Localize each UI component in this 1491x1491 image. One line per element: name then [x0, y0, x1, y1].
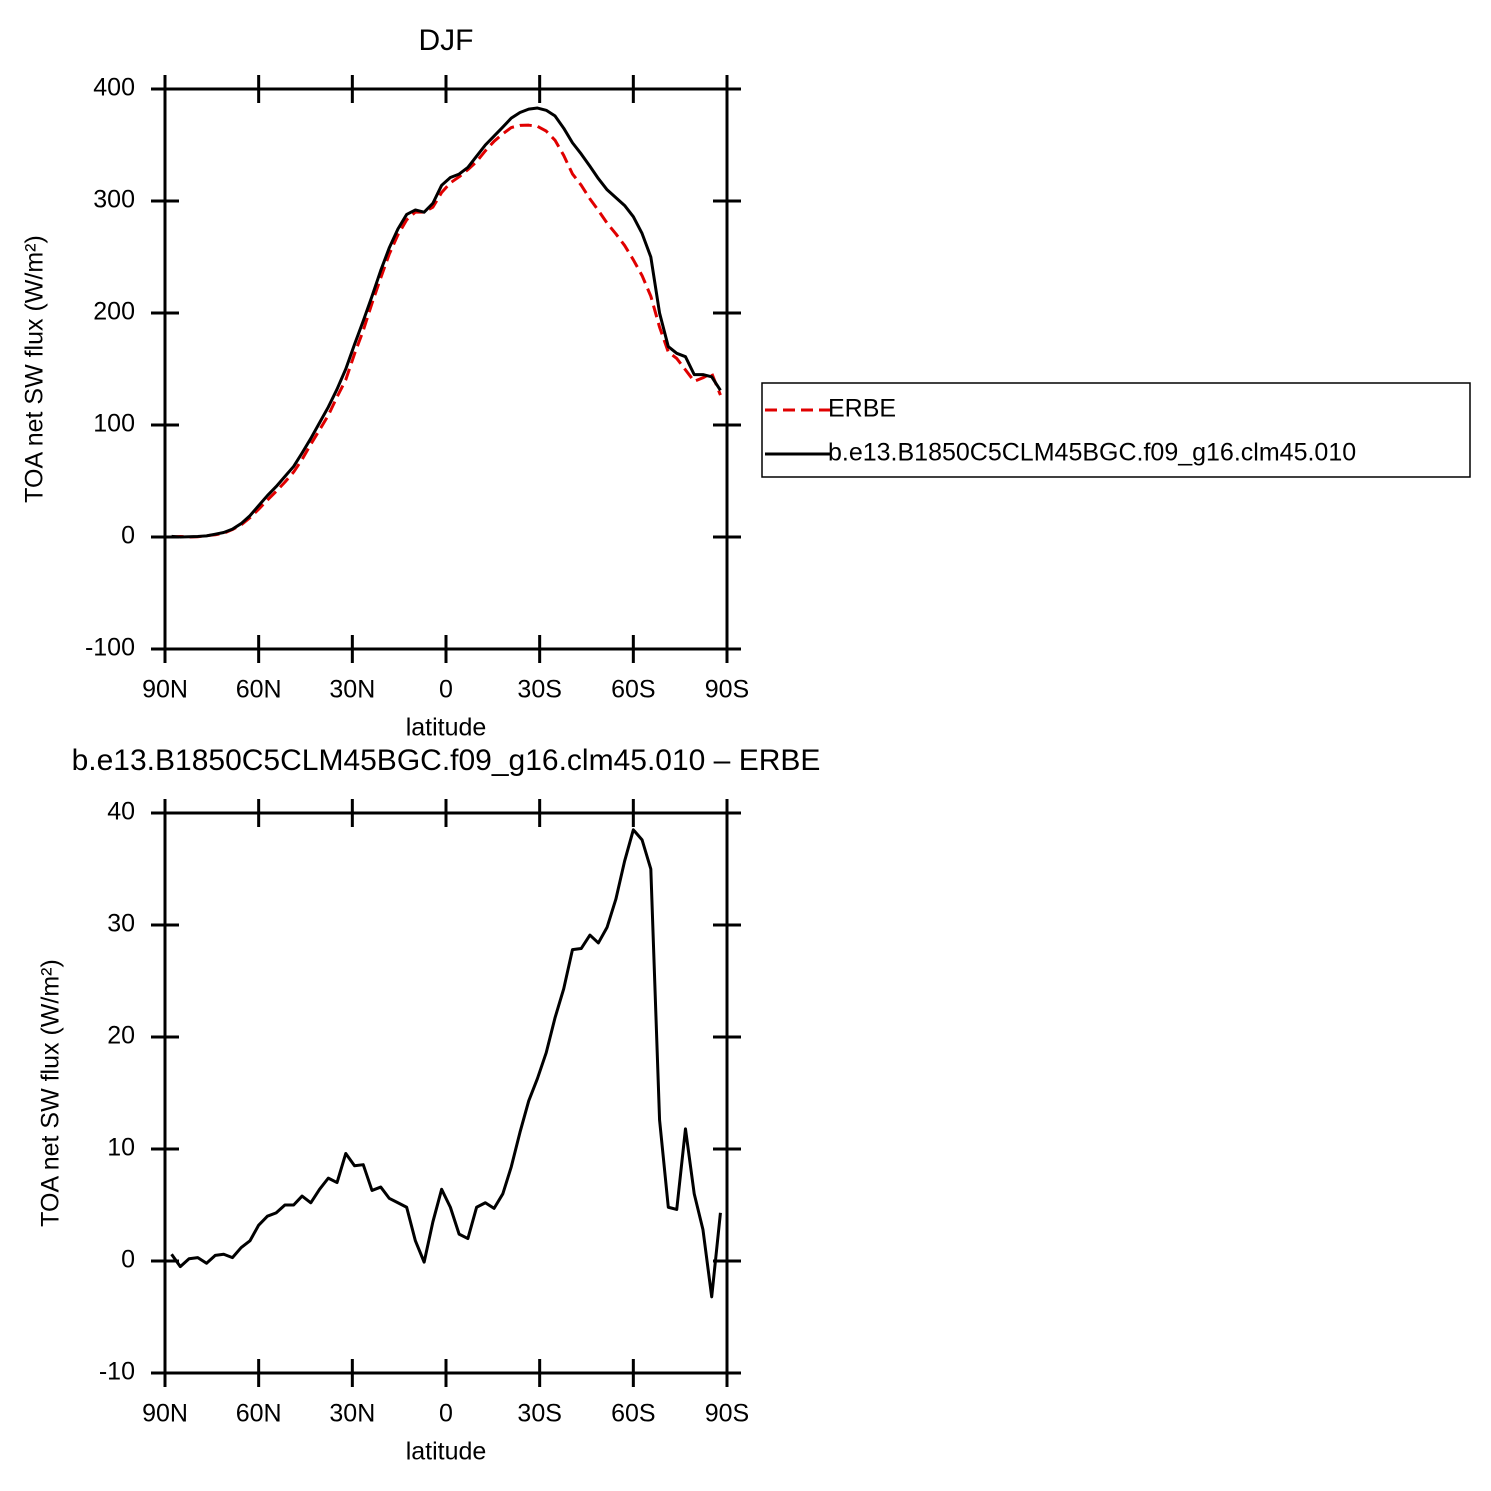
y-tick-label: 10 [107, 1134, 135, 1162]
plot-frame [163, 87, 729, 651]
y-tick-label: 100 [93, 410, 135, 438]
chart-title: b.e13.B1850C5CLM45BGC.f09_g16.clm45.010 … [72, 744, 821, 777]
legend: ERBE b.e13.B1850C5CLM45BGC.f09_g16.clm45.… [761, 382, 1471, 478]
x-tick-label: 0 [439, 676, 453, 704]
y-axis-label: TOA net SW flux (W/m²) [37, 959, 65, 1227]
y-tick-label: 300 [93, 186, 135, 214]
x-tick-label: 60N [236, 1400, 282, 1428]
x-tick-label: 90N [142, 1400, 188, 1428]
y-tick-label: 200 [93, 298, 135, 326]
plot-frame [163, 811, 729, 1375]
data-line [171, 123, 722, 539]
x-tick-label: 30N [329, 1400, 375, 1428]
y-tick-label: 0 [121, 1246, 135, 1274]
x-tick-label: 90S [705, 1400, 749, 1428]
x-axis-label: latitude [406, 1438, 487, 1466]
y-tick-label: 0 [121, 522, 135, 550]
y-tick-label: 400 [93, 74, 135, 102]
y-tick-label: -100 [85, 634, 135, 662]
x-tick-label: 60N [236, 676, 282, 704]
x-tick-label: 30S [517, 676, 561, 704]
x-tick-label: 60S [611, 676, 655, 704]
x-tick-label: 30N [329, 676, 375, 704]
x-tick-label: 90N [142, 676, 188, 704]
x-axis-label: latitude [406, 714, 487, 742]
x-tick-label: 90S [705, 676, 749, 704]
legend-label: b.e13.B1850C5CLM45BGC.f09_g16.clm45.010 [828, 439, 1356, 467]
chart-title: DJF [419, 24, 474, 57]
y-tick-label: 20 [107, 1022, 135, 1050]
legend-label: ERBE [828, 395, 896, 423]
y-tick-label: -10 [99, 1358, 135, 1386]
y-tick-label: 40 [107, 798, 135, 826]
legend-box [761, 382, 1471, 478]
y-axis-label: TOA net SW flux (W/m²) [21, 235, 49, 503]
chart-panel: b.e13.B1850C5CLM45BGC.f09_g16.clm45.010 … [37, 744, 821, 1466]
x-tick-label: 0 [439, 1400, 453, 1428]
data-line [170, 828, 722, 1299]
data-line [171, 106, 722, 539]
x-tick-label: 60S [611, 1400, 655, 1428]
y-tick-label: 30 [107, 910, 135, 938]
x-tick-label: 30S [517, 1400, 561, 1428]
chart-panel: DJF latitude TOA net SW flux (W/m²) -100 0 10… [21, 24, 1471, 742]
